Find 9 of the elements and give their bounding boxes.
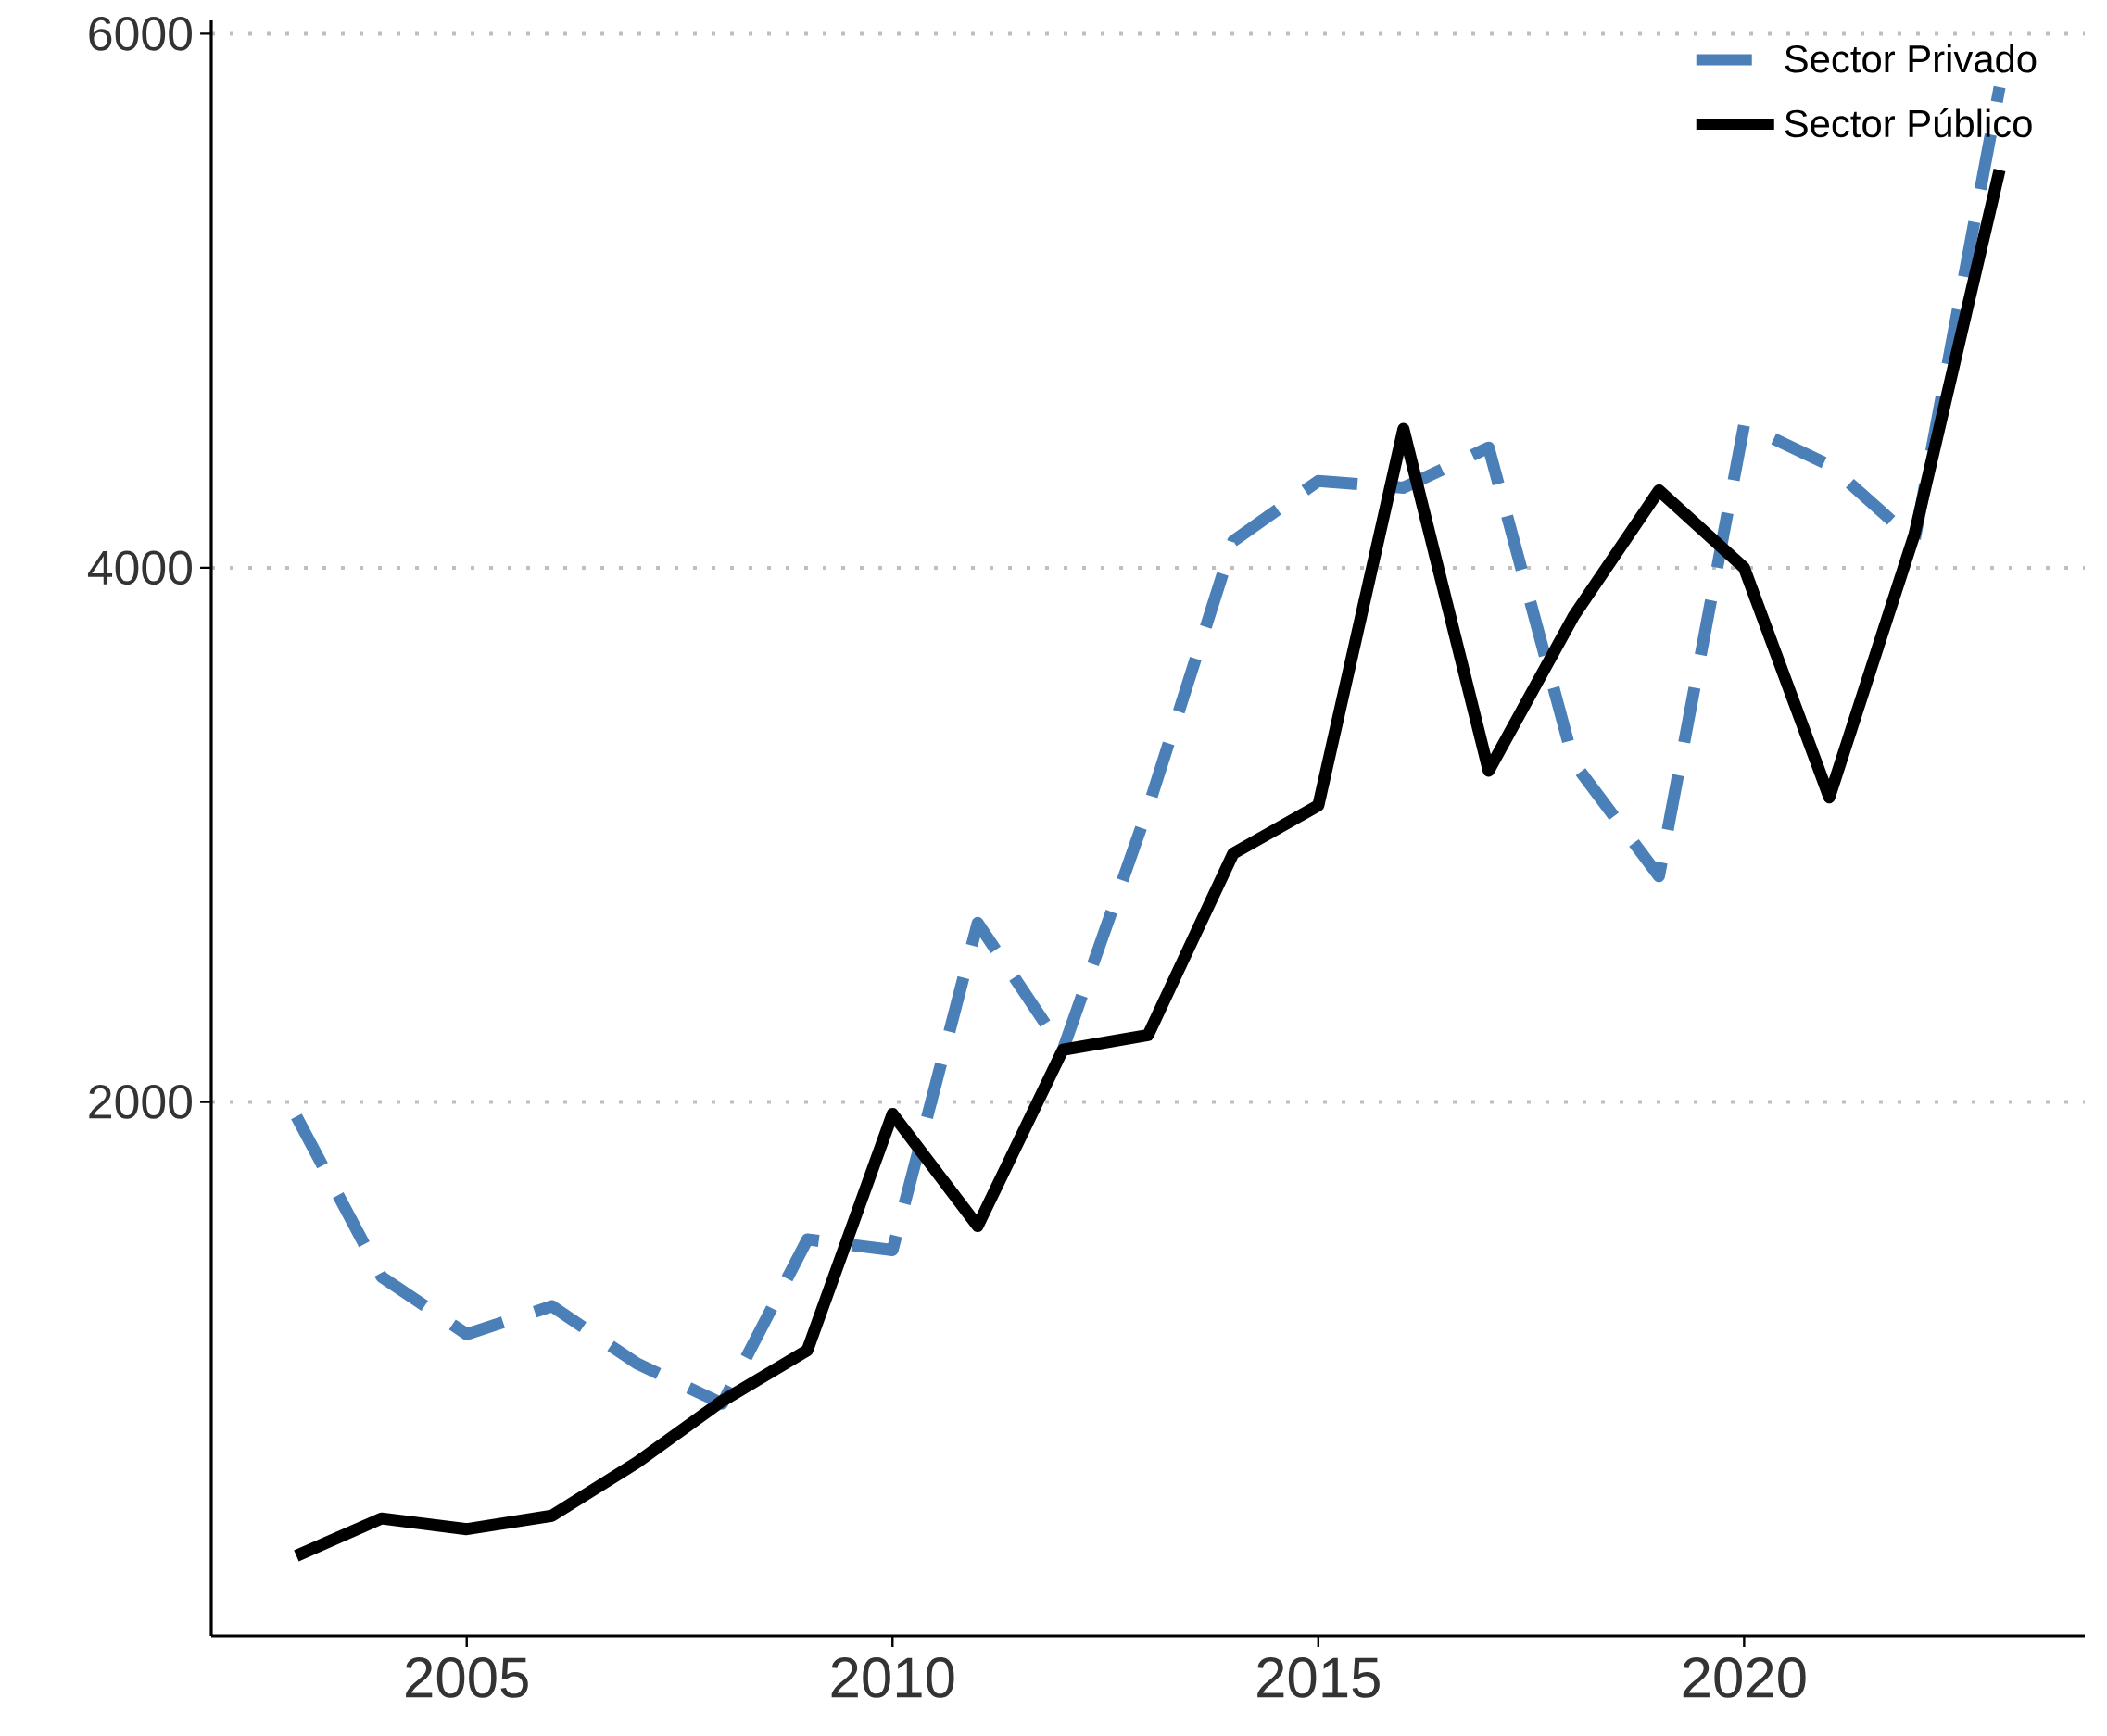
x-tick-label: 2010 — [831, 1657, 954, 1698]
y-tick-label: 4000 — [87, 550, 192, 585]
y-tick-label: 6000 — [89, 17, 192, 51]
x-tick-label: 2015 — [1257, 1657, 1380, 1698]
x-tick-label: 2020 — [1683, 1657, 1806, 1698]
y-tick-label: 2000 — [89, 1085, 192, 1119]
legend-label: Sector Privado — [1785, 44, 2037, 73]
x-tick-label: 2005 — [406, 1657, 528, 1698]
legend-label: Sector Público — [1785, 108, 2032, 138]
